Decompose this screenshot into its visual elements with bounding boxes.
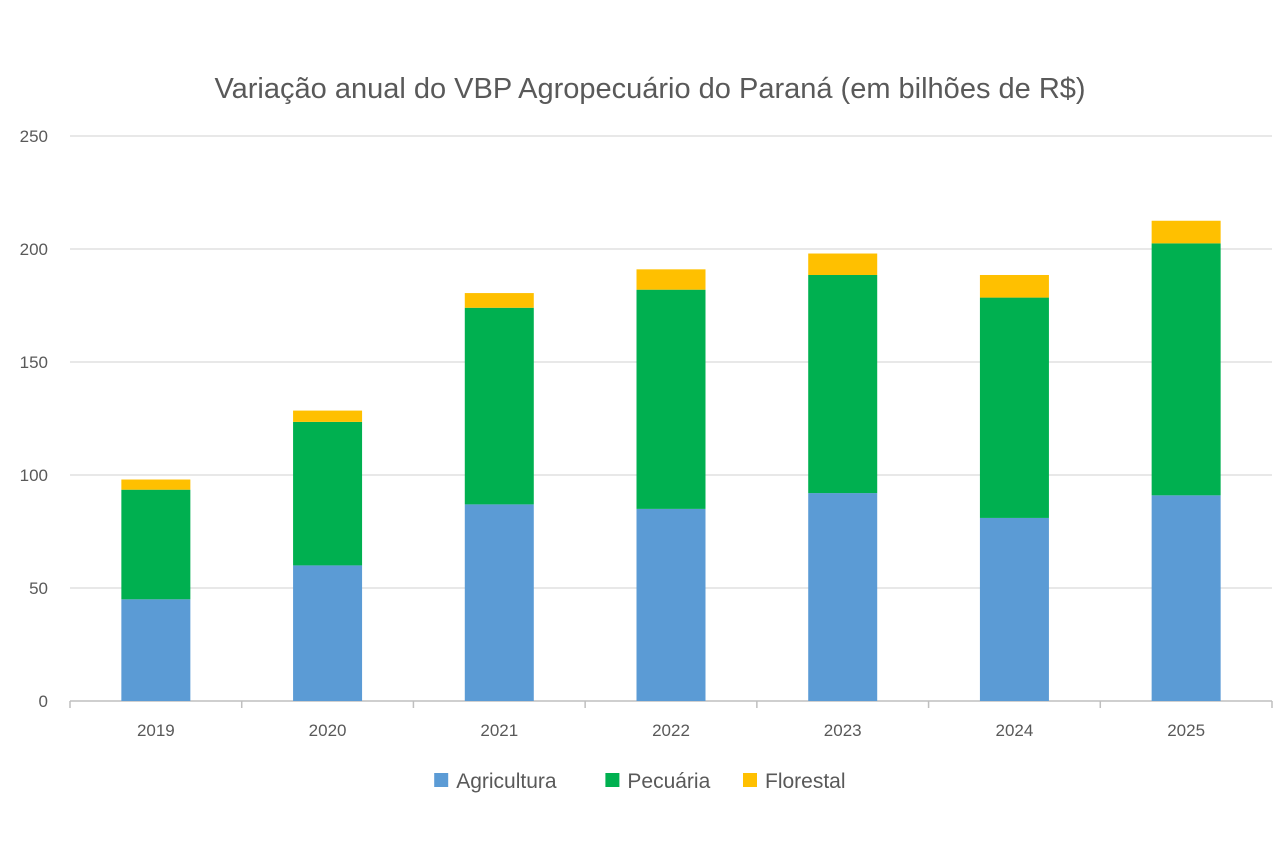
chart-title: Variação anual do VBP Agropecuário do Pa… — [214, 73, 1085, 105]
bar-segment-pecuaria — [464, 307, 534, 505]
x-tick-label: 2021 — [480, 721, 518, 740]
bar-segment-agricultura — [121, 599, 191, 701]
bar-segment-agricultura — [1151, 495, 1221, 701]
bar-segment-florestal — [808, 253, 878, 275]
bar-segment-pecuaria — [808, 274, 878, 494]
bar-segment-florestal — [979, 274, 1049, 298]
bar-segment-pecuaria — [979, 297, 1049, 518]
bar-segment-florestal — [293, 410, 363, 422]
legend: Agricultura Pecuária Florestal — [434, 770, 846, 793]
bar-segment-agricultura — [808, 493, 878, 701]
bar-segment-pecuaria — [293, 421, 363, 566]
x-tick-label: 2020 — [309, 721, 347, 740]
bar-segment-florestal — [1151, 220, 1221, 244]
legend-item: Agricultura — [434, 770, 557, 793]
bars — [121, 220, 1221, 701]
x-tick-label: 2019 — [137, 721, 175, 740]
y-tick-label: 200 — [20, 240, 48, 259]
bar-segment-pecuaria — [636, 289, 706, 509]
y-tick-label: 50 — [29, 579, 48, 598]
x-tick-label: 2024 — [996, 721, 1034, 740]
bar-segment-agricultura — [636, 508, 706, 701]
bar-segment-florestal — [121, 479, 191, 490]
legend-swatch — [434, 773, 449, 787]
legend-swatch — [605, 773, 620, 787]
y-tick-label: 0 — [39, 692, 48, 711]
bar-segment-florestal — [636, 269, 706, 290]
y-tick-label: 150 — [20, 353, 48, 372]
axes — [69, 700, 1273, 708]
bar-segment-florestal — [464, 293, 534, 308]
bar-segment-pecuaria — [1151, 243, 1221, 496]
legend-label: Agricultura — [456, 770, 557, 793]
x-tick-label: 2023 — [824, 721, 862, 740]
x-tick-label: 2022 — [652, 721, 690, 740]
legend-label: Pecuária — [627, 770, 710, 793]
y-tick-label: 250 — [20, 127, 48, 146]
legend-label: Florestal — [765, 770, 846, 793]
bar-segment-pecuaria — [121, 489, 191, 600]
y-tick-label: 100 — [20, 466, 48, 485]
tick-labels: 0 50 100 150 200 250 2019 2020 2021 2022 2023 2024 2… — [20, 127, 1205, 740]
bar-segment-agricultura — [464, 504, 534, 701]
legend-swatch — [743, 773, 757, 787]
x-tick-label: 2025 — [1167, 721, 1205, 740]
bar-segment-agricultura — [979, 517, 1049, 701]
bar-segment-agricultura — [293, 565, 363, 701]
legend-item: Florestal — [743, 770, 846, 793]
legend-item: Pecuária — [605, 770, 711, 793]
